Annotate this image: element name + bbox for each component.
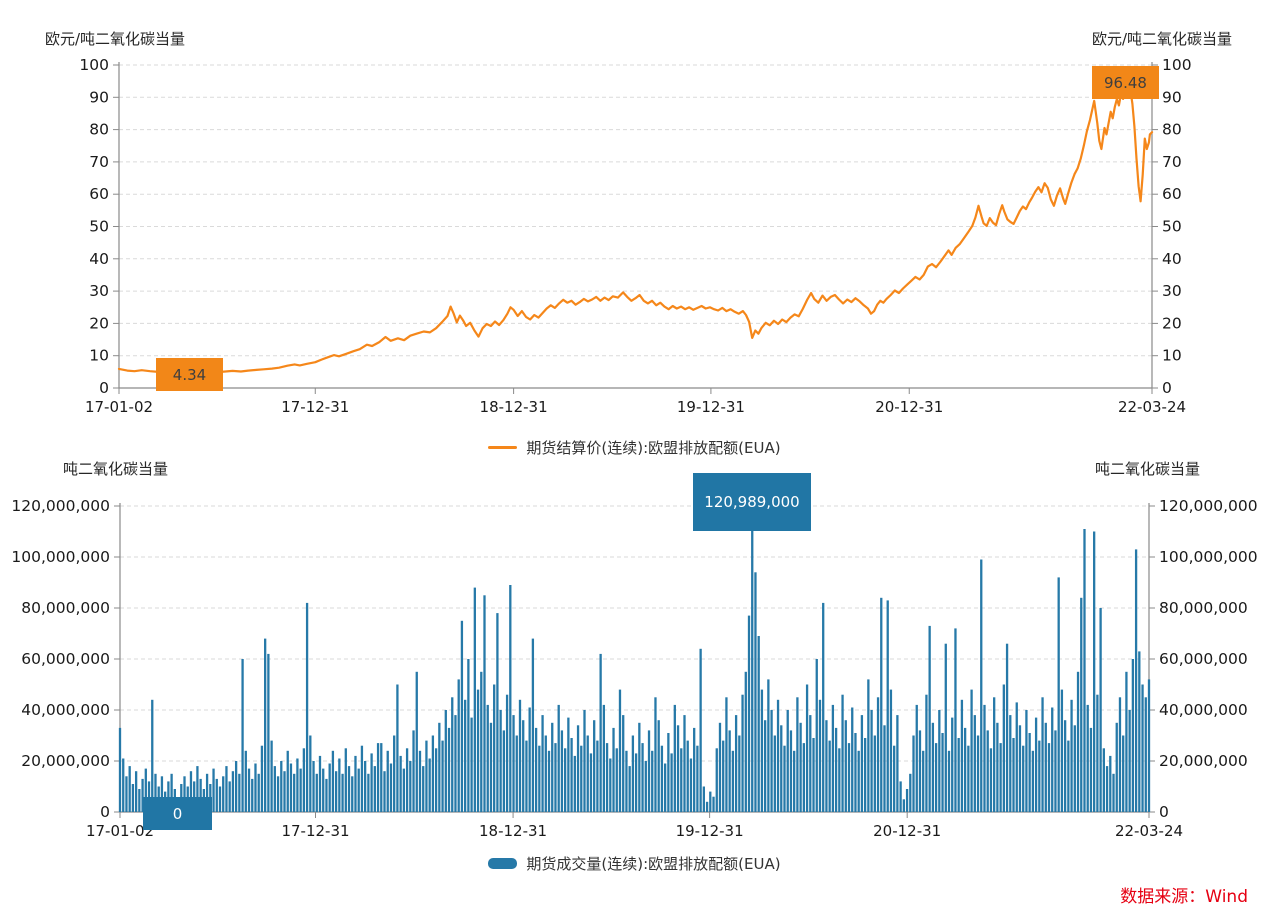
svg-text:10: 10 (1162, 347, 1182, 365)
volume-axes (114, 503, 1155, 818)
volume-series-legend-label: 期货成交量(连续):欧盟排放配额(EUA) (526, 855, 781, 873)
svg-text:70: 70 (89, 153, 109, 171)
svg-text:19-12-31: 19-12-31 (677, 398, 745, 416)
svg-text:90: 90 (89, 88, 109, 106)
svg-text:60,000,000: 60,000,000 (1159, 650, 1248, 668)
svg-text:17-01-02: 17-01-02 (86, 822, 154, 840)
svg-text:90: 90 (1162, 88, 1182, 106)
volume-chart-legend: 期货成交量(连续):欧盟排放配额(EUA) (0, 853, 1269, 874)
svg-text:17-12-31: 17-12-31 (281, 398, 349, 416)
price-chart-legend: 期货结算价(连续):欧盟排放配额(EUA) (0, 437, 1269, 458)
svg-text:70: 70 (1162, 153, 1182, 171)
svg-text:120,000,000: 120,000,000 (1159, 497, 1258, 515)
svg-text:80,000,000: 80,000,000 (21, 599, 110, 617)
svg-text:20-12-31: 20-12-31 (873, 822, 941, 840)
volume-chart-right-axis-title: 吨二氧化碳当量 (1094, 460, 1200, 478)
svg-text:40,000,000: 40,000,000 (1159, 701, 1248, 719)
svg-text:20,000,000: 20,000,000 (1159, 752, 1248, 770)
svg-text:30: 30 (1162, 282, 1182, 300)
svg-text:0: 0 (99, 379, 109, 397)
svg-text:120,000,000: 120,000,000 (11, 497, 110, 515)
svg-text:50: 50 (89, 218, 109, 236)
price-tick-labels: 0 0 10 10 20 20 30 30 40 40 50 50 60 60 70 70 80 80 90 90 10… (79, 56, 1191, 416)
price-axes (113, 62, 1158, 394)
svg-text:30: 30 (89, 282, 109, 300)
volume-min-annotation: 0 (143, 797, 212, 830)
svg-text:100,000,000: 100,000,000 (11, 548, 110, 566)
price-gridlines (119, 64, 1152, 357)
svg-text:20: 20 (1162, 314, 1182, 332)
svg-text:40,000,000: 40,000,000 (21, 701, 110, 719)
svg-text:50: 50 (1162, 218, 1182, 236)
svg-text:17-12-31: 17-12-31 (281, 822, 349, 840)
price-line-series (117, 75, 1154, 376)
price-min-annotation: 4.34 (156, 358, 223, 391)
svg-text:100: 100 (79, 56, 109, 74)
volume-chart-left-axis-title: 吨二氧化碳当量 (63, 460, 169, 478)
svg-text:20: 20 (89, 314, 109, 332)
price-chart-right-axis-title: 欧元/吨二氧化碳当量 (1091, 30, 1232, 48)
svg-text:40: 40 (1162, 250, 1182, 268)
svg-text:100,000,000: 100,000,000 (1159, 548, 1258, 566)
svg-text:20,000,000: 20,000,000 (21, 752, 110, 770)
svg-text:60,000,000: 60,000,000 (21, 650, 110, 668)
svg-text:18-12-31: 18-12-31 (480, 398, 548, 416)
svg-text:22-03-24: 22-03-24 (1115, 822, 1183, 840)
price-series-legend-label: 期货结算价(连续):欧盟排放配额(EUA) (526, 439, 781, 457)
svg-text:60: 60 (1162, 185, 1182, 203)
svg-text:19-12-31: 19-12-31 (676, 822, 744, 840)
volume-tick-labels: 0 0 20,000,000 20,000,000 40,000,000 40,000,0… (11, 497, 1257, 840)
svg-text:20-12-31: 20-12-31 (875, 398, 943, 416)
svg-text:18-12-31: 18-12-31 (479, 822, 547, 840)
data-source-note: 数据来源：Wind (1120, 887, 1248, 907)
svg-text:17-01-02: 17-01-02 (85, 398, 153, 416)
volume-bar-series (118, 503, 1151, 813)
svg-text:0: 0 (1162, 379, 1172, 397)
svg-text:80: 80 (1162, 121, 1182, 139)
svg-text:0: 0 (1159, 803, 1169, 821)
price-chart-left-axis-title: 欧元/吨二氧化碳当量 (45, 30, 186, 48)
svg-text:60: 60 (89, 185, 109, 203)
volume-series-bar-swatch (488, 858, 518, 869)
price-series-line-swatch (488, 446, 518, 449)
svg-text:22-03-24: 22-03-24 (1118, 398, 1186, 416)
svg-text:10: 10 (89, 347, 109, 365)
svg-text:80,000,000: 80,000,000 (1159, 599, 1248, 617)
svg-text:80: 80 (89, 121, 109, 139)
svg-text:40: 40 (89, 250, 109, 268)
svg-text:100: 100 (1162, 56, 1192, 74)
price-max-annotation: 96.48 (1092, 66, 1159, 99)
volume-max-annotation: 120,989,000 (693, 473, 811, 531)
svg-text:0: 0 (100, 803, 110, 821)
